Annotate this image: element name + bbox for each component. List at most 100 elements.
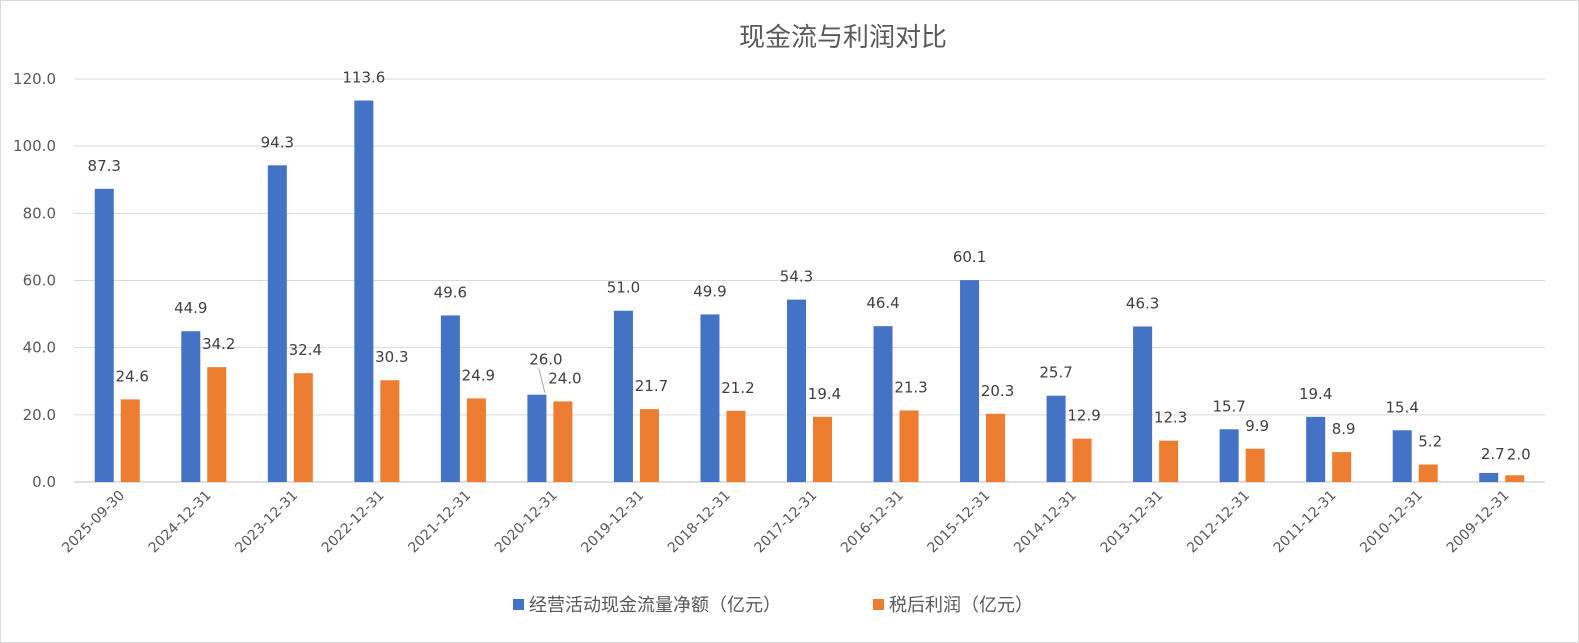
data-label-net-profit: 24.6 — [116, 367, 149, 385]
data-label-net-profit: 34.2 — [202, 335, 235, 353]
chart-title: 现金流与利润对比 — [739, 23, 947, 53]
bar-net-profit — [553, 401, 573, 482]
bar-net-profit — [813, 416, 832, 482]
data-label-net-profit: 30.3 — [375, 348, 408, 366]
y-tick-label: 100.0 — [13, 137, 56, 155]
data-label-net-profit: 8.9 — [1332, 420, 1356, 438]
bar-cash-flow — [1219, 429, 1239, 482]
data-label-cash-flow: 94.3 — [261, 133, 294, 151]
x-tick-label: 2018-12-31 — [665, 488, 734, 557]
data-label-net-profit: 12.9 — [1067, 407, 1100, 425]
bar-cash-flow — [1392, 430, 1412, 482]
data-label-cash-flow: 87.3 — [88, 157, 121, 175]
y-tick-label: 40.0 — [23, 339, 56, 357]
bar-cash-flow — [960, 280, 980, 482]
x-tick-label: 2016-12-31 — [838, 488, 907, 557]
bar-cash-flow — [527, 394, 547, 482]
data-label-cash-flow: 49.9 — [693, 282, 726, 300]
legend: 经营活动现金流量净额（亿元） 税后利润（亿元） — [513, 595, 1033, 616]
bar-cash-flow — [267, 165, 287, 482]
x-tick-label: 2009-12-31 — [1444, 488, 1513, 557]
data-label-cash-flow: 19.4 — [1299, 385, 1332, 403]
bars-layer — [94, 100, 1525, 482]
labels-layer: 87.3 24.6 44.9 34.2 94.3 32.4 113.6 30.3 49.6 24.… — [88, 68, 1531, 463]
data-label-cash-flow: 46.3 — [1126, 295, 1159, 313]
bar-cash-flow — [94, 188, 114, 482]
bar-net-profit — [1245, 448, 1265, 482]
x-tick-label: 2025-09-30 — [59, 488, 128, 557]
x-tick-label: 2010-12-31 — [1357, 488, 1426, 557]
data-label-net-profit: 32.4 — [289, 341, 322, 359]
legend-label-net-profit: 税后利润（亿元） — [889, 595, 1033, 616]
data-label-cash-flow: 113.6 — [342, 68, 385, 86]
x-tick-label: 2015-12-31 — [925, 488, 994, 557]
bar-net-profit — [466, 398, 486, 482]
data-label-net-profit: 9.9 — [1245, 417, 1269, 435]
data-label-cash-flow: 25.7 — [1039, 364, 1072, 382]
data-label-cash-flow: 15.4 — [1386, 398, 1419, 416]
x-tick-label: 2024-12-31 — [146, 488, 215, 557]
x-tick-label: 2021-12-31 — [405, 488, 474, 557]
bar-cash-flow — [1046, 395, 1066, 482]
bar-net-profit — [726, 410, 746, 482]
data-label-net-profit: 21.7 — [635, 377, 668, 395]
x-tick-label: 2014-12-31 — [1011, 488, 1080, 557]
data-label-net-profit: 19.4 — [808, 385, 841, 403]
bar-cash-flow — [440, 315, 460, 482]
bar-cash-flow — [873, 326, 893, 482]
x-tick-label: 2022-12-31 — [319, 488, 388, 557]
bar-net-profit — [639, 409, 659, 482]
data-label-cash-flow: 44.9 — [174, 299, 207, 317]
x-tick-label: 2013-12-31 — [1098, 488, 1167, 557]
x-tick-label: 2011-12-31 — [1271, 488, 1340, 557]
y-tick-label: 20.0 — [23, 406, 56, 424]
data-label-net-profit: 5.2 — [1418, 433, 1442, 451]
data-label-cash-flow: 60.1 — [953, 248, 986, 266]
bar-net-profit — [1159, 440, 1179, 482]
bar-net-profit — [986, 413, 1006, 482]
data-label-net-profit: 12.3 — [1154, 409, 1187, 427]
bar-net-profit — [1072, 438, 1092, 482]
bar-cash-flow — [1306, 416, 1326, 482]
data-label-net-profit: 24.0 — [548, 369, 581, 387]
x-tick-label: 2020-12-31 — [492, 488, 561, 557]
bar-cash-flow — [613, 310, 633, 482]
data-label-cash-flow: 51.0 — [607, 279, 640, 297]
bar-cash-flow — [700, 314, 720, 482]
legend-label-cash-flow: 经营活动现金流量净额（亿元） — [529, 595, 781, 616]
data-label-cash-flow: 15.7 — [1212, 397, 1245, 415]
bar-net-profit — [293, 373, 313, 482]
bar-cash-flow — [354, 100, 374, 482]
x-tick-label: 2012-12-31 — [1184, 488, 1253, 557]
bar-net-profit — [120, 399, 140, 482]
bar-net-profit — [1332, 452, 1352, 482]
x-tick-label: 2019-12-31 — [578, 488, 647, 557]
legend-swatch-net-profit — [873, 599, 884, 610]
x-tick-label: 2023-12-31 — [232, 488, 301, 557]
bar-cash-flow — [787, 299, 806, 482]
bar-net-profit — [899, 410, 919, 482]
y-tick-label: 0.0 — [32, 473, 56, 491]
bar-cash-flow — [1479, 472, 1499, 482]
bar-net-profit — [1505, 475, 1525, 482]
y-tick-label: 80.0 — [23, 204, 56, 222]
y-tick-label: 120.0 — [13, 70, 56, 88]
x-tick-label: 2017-12-31 — [751, 488, 820, 557]
data-label-cash-flow: 46.4 — [866, 294, 899, 312]
data-label-net-profit: 21.3 — [894, 378, 927, 396]
data-label-cash-flow: 2.7 — [1481, 445, 1505, 463]
y-tick-label: 60.0 — [23, 272, 56, 290]
data-label-net-profit: 24.9 — [462, 366, 495, 384]
data-label-cash-flow: 26.0 — [529, 351, 562, 369]
data-label-net-profit: 21.2 — [721, 379, 754, 397]
label-leader-line — [538, 368, 546, 393]
bar-cash-flow — [1133, 326, 1153, 482]
legend-swatch-cash-flow — [513, 599, 524, 610]
data-label-net-profit: 20.3 — [981, 382, 1014, 400]
data-label-cash-flow: 54.3 — [780, 268, 813, 286]
bar-net-profit — [380, 380, 400, 482]
bar-cash-flow — [181, 331, 201, 482]
grid-layer: 0.0 20.0 40.0 60.0 80.0 100.0 120.0 — [13, 70, 1545, 491]
bar-net-profit — [1418, 464, 1438, 482]
